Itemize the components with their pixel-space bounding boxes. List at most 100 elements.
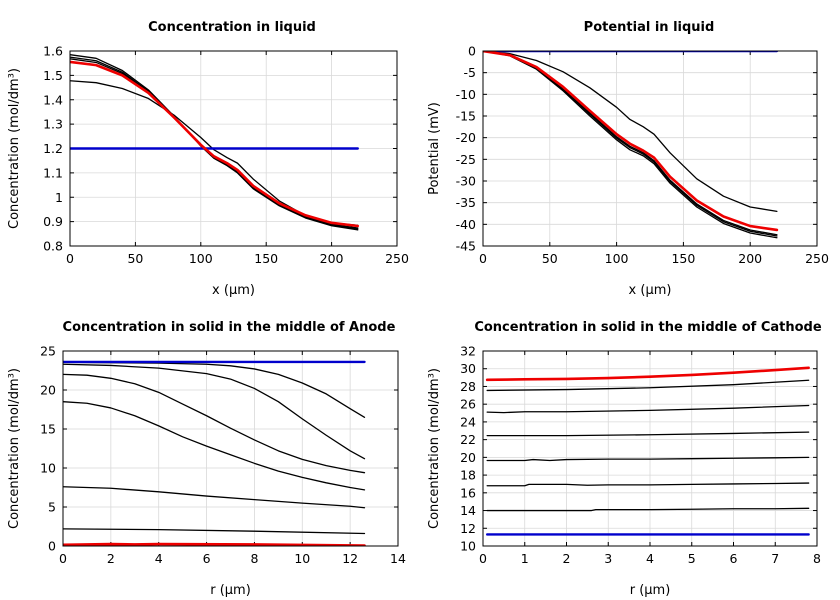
y-tick-label: 18 (460, 468, 476, 483)
y-tick-label: 22 (460, 432, 476, 447)
y-tick-label: 1.3 (43, 117, 63, 132)
series-line-t6 (486, 379, 810, 392)
series-line-t2 (63, 363, 366, 460)
x-tick-label: 200 (320, 251, 344, 266)
x-tick-label: 0 (479, 251, 487, 266)
x-tick-label: 100 (189, 251, 213, 266)
y-tick-label: 0.8 (43, 239, 63, 254)
series-line-t3 (63, 373, 366, 474)
x-tick-label: 150 (671, 251, 695, 266)
x-axis-label: r (μm) (630, 583, 671, 598)
y-axis-label: Potential (mV) (427, 102, 442, 195)
series-line-t4 (486, 431, 810, 437)
chart-title: Concentration in liquid (148, 20, 316, 35)
x-axis-label: x (μm) (212, 283, 255, 298)
y-tick-label: -30 (456, 174, 476, 189)
series-line-t3 (70, 56, 359, 230)
y-tick-label: 25 (40, 344, 56, 359)
x-tick-label: 250 (385, 251, 409, 266)
series-line-t1 (483, 51, 778, 212)
y-tick-label: 0.9 (43, 214, 63, 229)
y-tick-label: 0 (468, 44, 476, 59)
series-line-t5 (486, 404, 810, 414)
y-tick-label: 10 (460, 539, 476, 554)
y-tick-label: 12 (460, 521, 476, 536)
x-tick-label: 0 (59, 551, 67, 566)
y-tick-label: 14 (460, 503, 476, 518)
chart-title: Potential in liquid (584, 20, 715, 35)
series-line-t1 (486, 507, 810, 512)
y-tick-label: 16 (460, 485, 476, 500)
plot-frame (69, 50, 398, 247)
series-line-final (63, 542, 366, 546)
x-tick-label: 1 (521, 551, 529, 566)
series-line-t4 (63, 401, 366, 491)
x-tick-label: 0 (479, 551, 487, 566)
y-tick-label: 20 (460, 450, 476, 465)
y-axis-label: Concentration (mol/dm³) (7, 68, 22, 229)
y-tick-label: 15 (40, 422, 56, 437)
x-tick-label: 10 (294, 551, 310, 566)
x-tick-label: 50 (127, 251, 143, 266)
y-tick-label: 5 (48, 500, 56, 515)
y-tick-label: 1.5 (43, 68, 63, 83)
series-line-t5 (63, 486, 366, 509)
series-line-final (483, 51, 779, 232)
y-tick-label: 26 (460, 397, 476, 412)
y-tick-label: 1.2 (43, 141, 63, 156)
y-tick-label: 1.1 (43, 165, 63, 180)
y-tick-label: -15 (456, 109, 476, 124)
y-tick-label: -25 (456, 152, 476, 167)
y-tick-label: 24 (460, 414, 476, 429)
y-tick-label: -5 (464, 65, 476, 80)
x-tick-label: 2 (563, 551, 571, 566)
y-tick-label: -45 (456, 239, 476, 254)
series-line-t6 (63, 528, 366, 535)
chart-solid-cathode: 0 1 2 3 4 5 6 7 8101214161820222426283032Concent… (427, 320, 822, 598)
x-tick-label: 7 (771, 551, 779, 566)
y-tick-label: 20 (40, 383, 56, 398)
x-tick-label: 14 (390, 551, 406, 566)
x-tick-label: 0 (66, 251, 74, 266)
y-tick-label: -40 (456, 217, 476, 232)
x-tick-label: 6 (203, 551, 211, 566)
chart-solid-anode: 0 2 4 6 8 10 12 14 0 5 10 15 20 25 Concentration in so… (7, 320, 406, 598)
series-line-final (485, 366, 810, 382)
x-tick-label: 150 (254, 251, 278, 266)
chart-potential-liquid: 0 50 100 150 200 250 0 -5 -10 -15 -20 -25 -30 -35 -40 -… (427, 20, 829, 298)
x-tick-label: 8 (250, 551, 258, 566)
x-tick-label: 200 (738, 251, 762, 266)
x-tick-label: 250 (805, 251, 829, 266)
plot-frame (482, 50, 818, 247)
chart-title: Concentration in solid in the middle of … (474, 320, 822, 335)
x-tick-label: 8 (813, 551, 821, 566)
x-tick-label: 2 (107, 551, 115, 566)
y-tick-label: 1 (55, 190, 63, 205)
x-tick-label: 100 (605, 251, 629, 266)
y-tick-label: 30 (460, 361, 476, 376)
series-line-final (70, 60, 360, 228)
x-axis-label: r (μm) (210, 583, 251, 598)
series-line-t2 (486, 482, 810, 487)
series-line-t2 (483, 51, 778, 239)
y-axis-label: Concentration (mol/dm³) (427, 368, 442, 529)
y-tick-label: 32 (460, 344, 476, 359)
y-tick-label: 1.6 (43, 44, 63, 59)
y-tick-label: -10 (456, 87, 476, 102)
x-tick-label: 12 (342, 551, 358, 566)
x-axis-label: x (μm) (629, 283, 672, 298)
chart-concentration-liquid: 0 50 100 150 200 250 0.8 0.9 1 1.1 1.2 1.3 1.4 1.5 1.6… (7, 20, 409, 298)
y-tick-label: 1.4 (43, 92, 63, 107)
plot-frame (62, 350, 399, 547)
x-tick-label: 6 (730, 551, 738, 566)
y-tick-label: 10 (40, 461, 56, 476)
series-line-t3 (486, 456, 810, 462)
x-tick-label: 5 (688, 551, 696, 566)
y-tick-label: -35 (456, 195, 476, 210)
y-tick-label: -20 (456, 130, 476, 145)
x-tick-label: 4 (646, 551, 654, 566)
y-axis-label: Concentration (mol/dm³) (7, 368, 22, 529)
y-tick-label: 28 (460, 379, 476, 394)
series-line-t4 (70, 58, 359, 229)
